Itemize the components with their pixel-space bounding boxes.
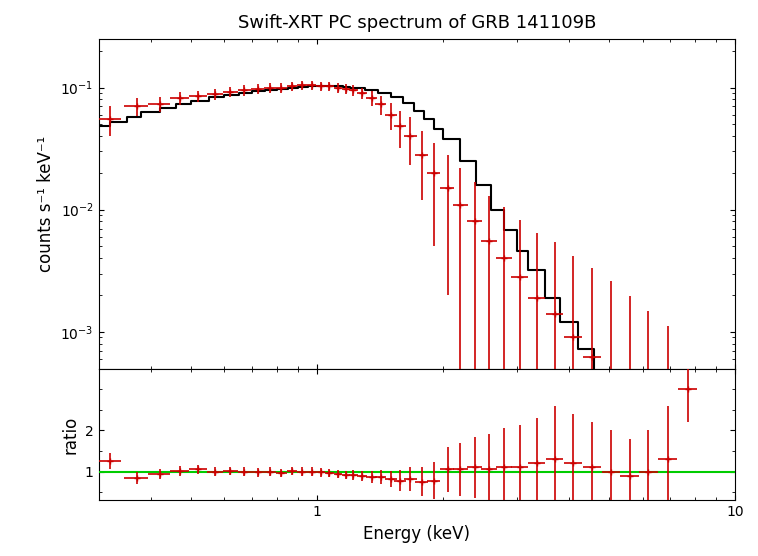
Title: Swift-XRT PC spectrum of GRB 141109B: Swift-XRT PC spectrum of GRB 141109B (238, 14, 596, 32)
Y-axis label: counts s⁻¹ keV⁻¹: counts s⁻¹ keV⁻¹ (37, 136, 55, 272)
Y-axis label: ratio: ratio (61, 415, 80, 454)
X-axis label: Energy (keV): Energy (keV) (363, 525, 471, 543)
